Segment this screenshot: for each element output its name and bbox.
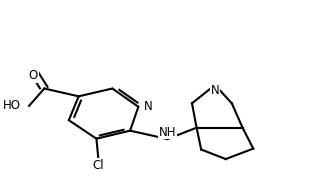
Text: Cl: Cl bbox=[93, 159, 104, 172]
Text: N: N bbox=[211, 84, 219, 97]
Text: N: N bbox=[144, 100, 153, 113]
Text: O: O bbox=[29, 69, 38, 82]
Text: NH: NH bbox=[159, 126, 176, 139]
Text: HO: HO bbox=[3, 99, 21, 112]
